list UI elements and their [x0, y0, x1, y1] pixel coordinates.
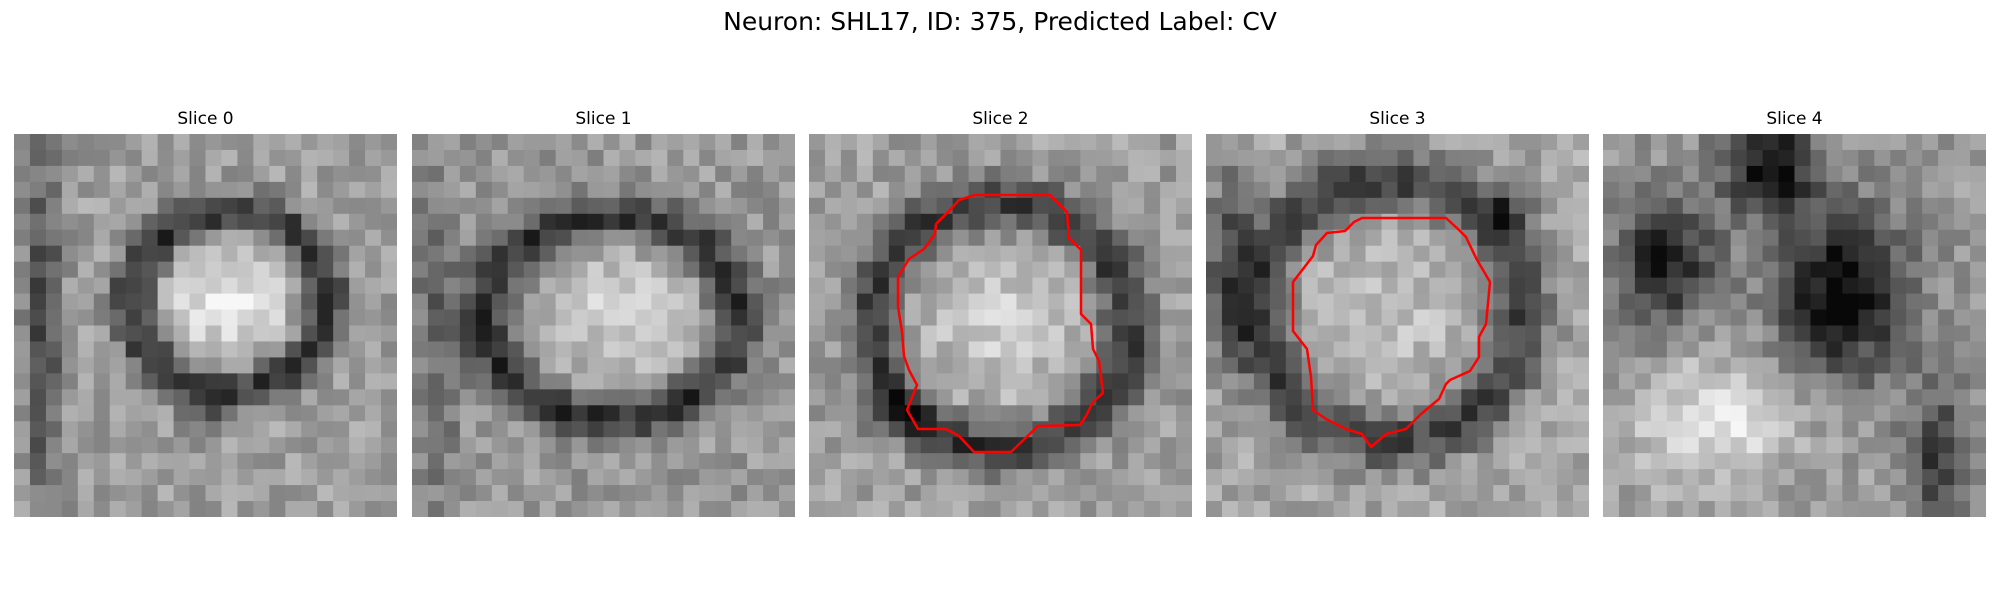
slice-0-image — [14, 134, 397, 517]
slice-1-title: Slice 1 — [575, 109, 632, 129]
slice-3-title: Slice 3 — [1369, 109, 1426, 129]
slice-4-image — [1603, 134, 1986, 517]
slice-4-title: Slice 4 — [1766, 109, 1823, 129]
segmentation-contour — [896, 193, 1105, 454]
slice-2-image — [809, 134, 1192, 517]
slice-2-title: Slice 2 — [972, 109, 1029, 129]
slice-3-image — [1206, 134, 1589, 517]
slice-1-image — [412, 134, 795, 517]
segmentation-contour — [1291, 216, 1492, 449]
figure-title: Neuron: SHL17, ID: 375, Predicted Label:… — [723, 7, 1277, 36]
slice-0-title: Slice 0 — [177, 109, 234, 129]
